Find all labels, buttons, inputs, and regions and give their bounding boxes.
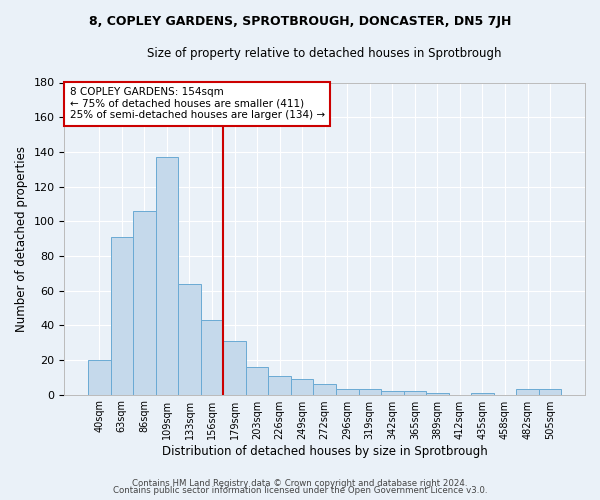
Text: 8, COPLEY GARDENS, SPROTBROUGH, DONCASTER, DN5 7JH: 8, COPLEY GARDENS, SPROTBROUGH, DONCASTE… bbox=[89, 15, 511, 28]
Bar bbox=[178, 284, 201, 395]
Text: Contains HM Land Registry data © Crown copyright and database right 2024.: Contains HM Land Registry data © Crown c… bbox=[132, 478, 468, 488]
Bar bbox=[539, 390, 562, 394]
Bar bbox=[381, 391, 404, 394]
Bar bbox=[313, 384, 336, 394]
X-axis label: Distribution of detached houses by size in Sprotbrough: Distribution of detached houses by size … bbox=[162, 444, 488, 458]
Text: Contains public sector information licensed under the Open Government Licence v3: Contains public sector information licen… bbox=[113, 486, 487, 495]
Bar bbox=[336, 390, 359, 394]
Title: Size of property relative to detached houses in Sprotbrough: Size of property relative to detached ho… bbox=[148, 48, 502, 60]
Bar bbox=[88, 360, 110, 394]
Bar bbox=[404, 391, 426, 394]
Bar bbox=[246, 367, 268, 394]
Bar bbox=[201, 320, 223, 394]
Bar bbox=[155, 157, 178, 394]
Bar bbox=[268, 376, 291, 394]
Bar bbox=[516, 390, 539, 394]
Bar bbox=[359, 390, 381, 394]
Bar bbox=[471, 393, 494, 394]
Bar bbox=[426, 393, 449, 394]
Y-axis label: Number of detached properties: Number of detached properties bbox=[15, 146, 28, 332]
Bar bbox=[291, 379, 313, 394]
Bar bbox=[133, 211, 155, 394]
Text: 8 COPLEY GARDENS: 154sqm
← 75% of detached houses are smaller (411)
25% of semi-: 8 COPLEY GARDENS: 154sqm ← 75% of detach… bbox=[70, 87, 325, 120]
Bar bbox=[223, 341, 246, 394]
Bar bbox=[110, 237, 133, 394]
